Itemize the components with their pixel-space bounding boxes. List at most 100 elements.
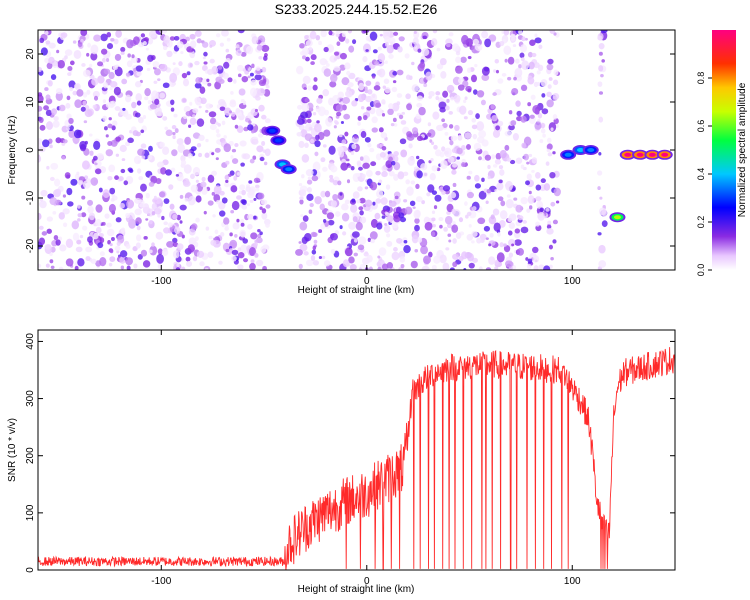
noise-point (385, 184, 391, 190)
heatmap-y-tick-label: 20 (25, 48, 36, 60)
noise-point (55, 239, 61, 246)
noise-point (121, 158, 126, 162)
noise-point (84, 109, 93, 118)
noise-point (417, 237, 423, 243)
noise-point (137, 148, 145, 156)
noise-point (45, 121, 54, 130)
noise-point (350, 204, 358, 213)
noise-point (247, 75, 251, 79)
noise-point (386, 240, 393, 247)
noise-point (521, 142, 527, 149)
noise-point (223, 217, 230, 225)
noise-point (377, 266, 382, 270)
noise-point (202, 41, 209, 48)
noise-point (249, 158, 255, 164)
noise-point (488, 34, 497, 42)
noise-point (156, 111, 163, 117)
noise-point (452, 238, 457, 244)
noise-point (521, 36, 526, 42)
noise-point (148, 249, 153, 254)
noise-point (253, 215, 257, 220)
noise-point (186, 71, 191, 76)
noise-point (538, 44, 543, 50)
noise-point (465, 143, 471, 150)
noise-point (316, 120, 320, 124)
noise-point (87, 42, 92, 48)
noise-point (341, 212, 350, 222)
noise-point (399, 138, 407, 145)
noise-point (320, 157, 326, 163)
noise-point (237, 264, 244, 270)
noise-point (72, 40, 77, 44)
noise-point (235, 44, 240, 49)
noise-point (513, 76, 517, 81)
noise-point (38, 94, 44, 103)
noise-point (247, 124, 254, 131)
noise-point (510, 33, 516, 39)
noise-point (515, 58, 520, 64)
noise-point (196, 118, 205, 127)
noise-point (467, 55, 472, 60)
noise-point (309, 30, 317, 40)
noise-point (237, 252, 245, 259)
noise-point (528, 61, 535, 70)
noise-point (95, 226, 102, 234)
noise-point (600, 30, 608, 34)
noise-point (235, 108, 241, 114)
noise-point (494, 189, 498, 192)
noise-point (333, 119, 338, 124)
noise-point (125, 72, 131, 77)
noise-point (341, 77, 350, 86)
noise-point (416, 102, 423, 108)
noise-point (204, 267, 209, 270)
noise-point (223, 135, 227, 139)
noise-point (424, 221, 433, 231)
noise-point (75, 246, 83, 253)
noise-point (106, 222, 112, 228)
noise-point (356, 199, 361, 204)
noise-point (263, 161, 268, 166)
noise-point (341, 32, 347, 38)
noise-point (133, 36, 140, 45)
noise-point (407, 156, 415, 166)
noise-point (344, 90, 353, 98)
noise-point (66, 187, 73, 196)
noise-point (357, 121, 361, 126)
noise-point (393, 31, 399, 36)
noise-point (230, 91, 234, 95)
feature-core (285, 167, 293, 172)
noise-point (545, 208, 550, 212)
noise-point (192, 256, 198, 262)
noise-point (156, 161, 165, 168)
noise-point (107, 141, 113, 146)
noise-point (194, 82, 202, 89)
noise-point (442, 90, 449, 98)
noise-point (598, 42, 605, 50)
noise-point (302, 55, 307, 60)
noise-point (406, 186, 414, 196)
noise-point (378, 247, 387, 256)
noise-point (391, 222, 399, 229)
noise-point (69, 60, 75, 66)
noise-point (352, 216, 358, 223)
feature-core (661, 152, 669, 157)
noise-point (399, 256, 406, 263)
noise-point (501, 72, 507, 77)
noise-point (492, 208, 500, 216)
noise-point (258, 56, 263, 60)
noise-point (410, 260, 418, 269)
noise-point (47, 80, 53, 87)
noise-point (81, 160, 90, 170)
noise-point (253, 197, 257, 201)
noise-point (176, 214, 181, 221)
noise-point (446, 98, 450, 103)
noise-point (512, 133, 519, 141)
noise-point (436, 124, 444, 132)
noise-point (461, 34, 469, 45)
noise-point (545, 161, 550, 166)
noise-point (517, 215, 524, 221)
noise-point (412, 206, 416, 209)
noise-point (552, 239, 557, 244)
noise-point (520, 196, 528, 205)
noise-point (337, 91, 345, 99)
